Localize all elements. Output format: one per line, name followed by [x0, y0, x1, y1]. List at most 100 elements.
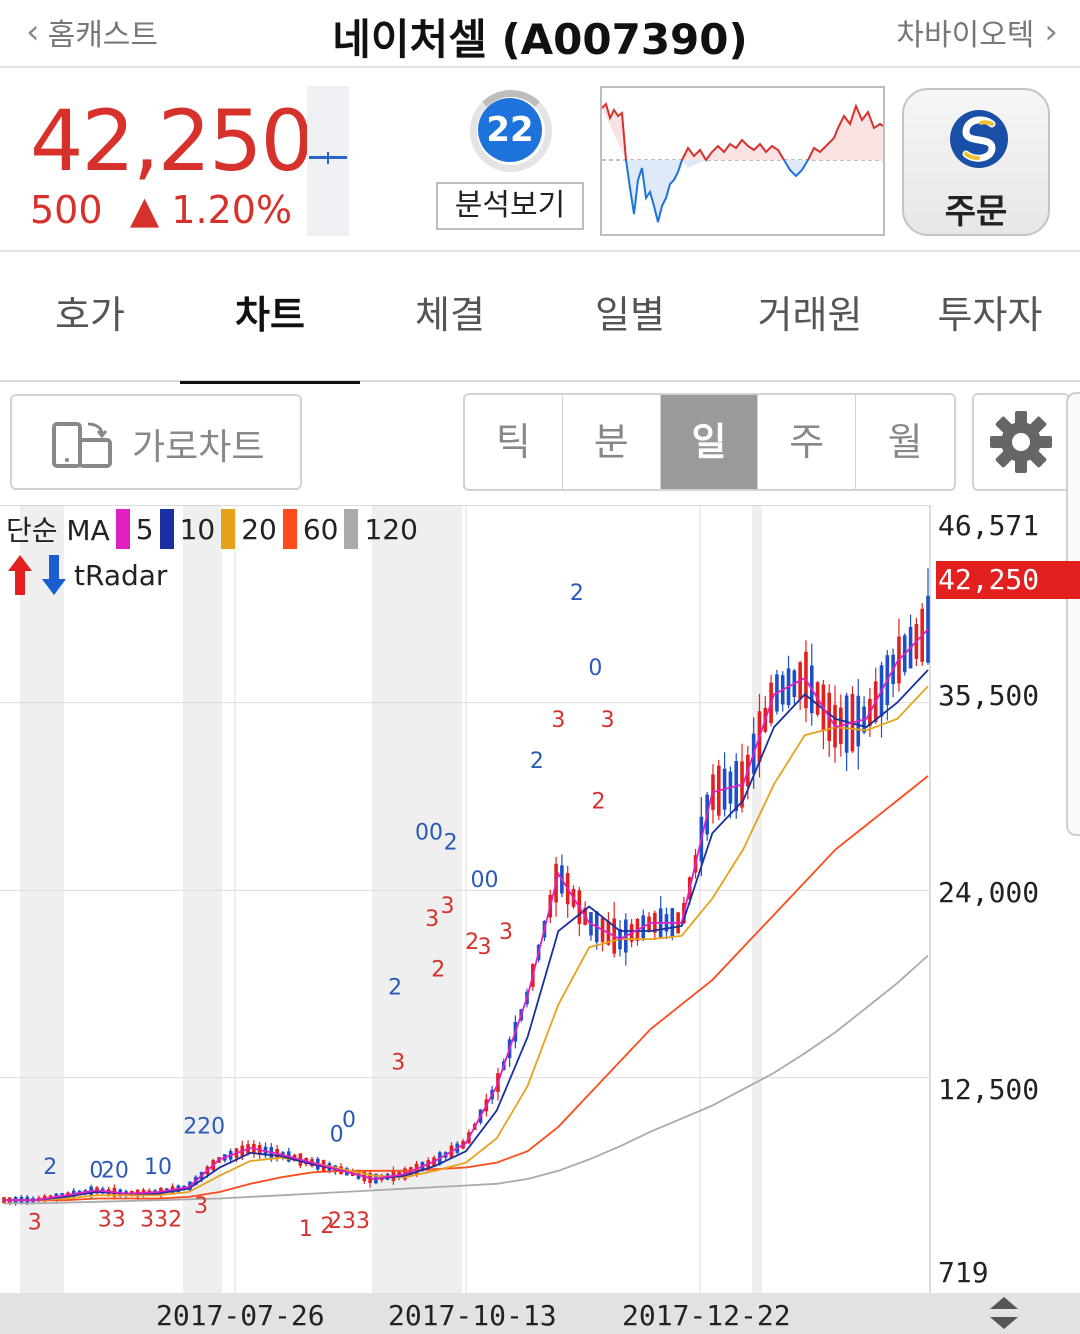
- tradar-signal: 220: [183, 1114, 225, 1139]
- day-range-bar: [307, 86, 349, 236]
- prev-stock-label: 홈캐스트: [47, 18, 159, 53]
- x-axis-strip: [0, 1293, 1080, 1334]
- price-chart[interactable]: 2 3 0 20 33 10 332 220 3 1 2 233 0 0 2 3 00 2 3 3 2 2 00 3 3 2 3 2 0…: [0, 505, 1080, 1334]
- tradar-signal: 2: [444, 830, 458, 855]
- period-day[interactable]: 일: [660, 395, 759, 489]
- tradar-signal: 2: [570, 581, 584, 606]
- tradar-signal: 2: [320, 1214, 334, 1239]
- ma-line-20: [4, 685, 929, 1202]
- tradar-signal: 3: [477, 935, 491, 960]
- next-stock-label: 차바이오텍: [896, 18, 1035, 53]
- next-stock-link[interactable]: 차바이오텍 ›: [896, 10, 1058, 54]
- tradar-signal: 3: [551, 708, 565, 733]
- tab-chart[interactable]: 차트: [180, 254, 360, 384]
- order-button[interactable]: 주문: [902, 88, 1050, 236]
- candle-body: [926, 595, 930, 663]
- y-tick-label: 12,500: [938, 1073, 1040, 1106]
- ma5-label: 5: [135, 512, 154, 546]
- tradar-signal: 3: [194, 1194, 208, 1219]
- tradar-signal: 2: [591, 790, 605, 815]
- analysis-score-badge[interactable]: 22: [478, 98, 542, 162]
- tab-orderbook[interactable]: 호가: [55, 293, 125, 337]
- period-minute[interactable]: 분: [563, 395, 661, 489]
- tradar-signal: 10: [144, 1155, 172, 1180]
- landscape-chart-button[interactable]: 가로차트: [10, 394, 302, 490]
- price-change: 500: [30, 188, 103, 232]
- ma-legend-prefix: 단순 MA: [6, 514, 110, 547]
- time-band: [183, 505, 222, 1293]
- ma20-swatch: [221, 509, 236, 549]
- shinhan-logo-icon: [950, 110, 1008, 168]
- chart-settings-button[interactable]: [972, 393, 1070, 491]
- time-band: [752, 505, 762, 1293]
- ma-line-5: [4, 628, 929, 1202]
- quote-panel: 42,250 500 ▲ 1.20% 22 분석보기: [0, 70, 1080, 252]
- x-tick-label: 2017-07-26: [156, 1299, 325, 1332]
- tab-daily[interactable]: 일별: [595, 293, 665, 337]
- ma60-swatch: [282, 509, 297, 549]
- gear-icon: [990, 411, 1052, 473]
- tradar-label: tRadar: [74, 558, 168, 592]
- current-price: 42,250: [30, 92, 314, 190]
- ma-line-120: [4, 954, 929, 1205]
- tradar-signal: 2: [431, 958, 445, 983]
- tradar-signal: 2: [388, 976, 402, 1001]
- tradar-signal: 0: [89, 1158, 103, 1183]
- expand-collapse-icon[interactable]: [986, 1295, 1022, 1331]
- tradar-signal: 2: [530, 749, 544, 774]
- tab-trades[interactable]: 체결: [415, 293, 485, 337]
- tradar-signal: 3: [499, 920, 513, 945]
- y-tick-label: 35,500: [938, 679, 1040, 712]
- period-month[interactable]: 월: [887, 420, 923, 464]
- tradar-signal: 1: [299, 1217, 313, 1242]
- tradar-signal: 0: [330, 1122, 344, 1147]
- ma10-swatch: [159, 509, 174, 549]
- tradar-signal: 3: [601, 708, 615, 733]
- landscape-chart-label: 가로차트: [132, 427, 265, 468]
- prev-stock-link[interactable]: ‹ 홈캐스트: [26, 10, 158, 54]
- tradar-signal: 20: [101, 1158, 129, 1183]
- top-header: ‹ 홈캐스트 네이처셀 (A007390) 차바이오텍 ›: [0, 0, 1080, 68]
- tradar-signal: 332: [140, 1207, 182, 1232]
- tradar-signal: 233: [328, 1209, 370, 1234]
- ma120-swatch: [344, 509, 359, 549]
- current-price-marker: 42,250: [936, 561, 1080, 599]
- y-tick-label: 46,571: [938, 509, 1040, 542]
- y-tick-label: 24,000: [938, 876, 1040, 909]
- tab-brokers[interactable]: 거래원: [757, 293, 863, 337]
- page-title: 네이처셀 (A007390): [332, 15, 748, 64]
- tradar-signal: 3: [425, 907, 439, 932]
- period-week[interactable]: 주: [758, 395, 857, 489]
- score-ring: [470, 90, 552, 172]
- day-range-wick: [327, 152, 329, 164]
- tradar-signal: 2: [43, 1155, 57, 1180]
- rotate-screen-icon: [52, 422, 112, 468]
- ma5-swatch: [115, 509, 130, 549]
- price-change-pct: ▲ 1.20%: [130, 188, 292, 232]
- x-tick-label: 2017-12-22: [622, 1299, 791, 1332]
- tradar-signal: 3: [441, 894, 455, 919]
- x-tick-label: 2017-10-13: [388, 1299, 557, 1332]
- tradar-signal: 0: [588, 656, 602, 681]
- intraday-sparkline[interactable]: [600, 86, 885, 236]
- order-label: 주문: [944, 192, 1008, 232]
- tradar-signal: 0: [342, 1108, 356, 1133]
- period-tick[interactable]: 틱: [465, 395, 563, 489]
- tradar-signal: 3: [391, 1051, 405, 1076]
- tradar-signal: 33: [98, 1207, 126, 1232]
- period-selector: 틱 분 일 주 월: [463, 393, 956, 491]
- ma10-label: 10: [179, 512, 216, 546]
- tab-investors[interactable]: 투자자: [937, 293, 1043, 337]
- price-change-pct-value: 1.20%: [171, 188, 293, 232]
- chevron-left-icon: ‹: [26, 12, 40, 52]
- ma60-label: 60: [302, 512, 339, 546]
- tradar-signal: 2: [465, 930, 479, 955]
- analysis-button[interactable]: 분석보기: [436, 182, 584, 230]
- tradar-signal: 00: [415, 821, 443, 846]
- side-scroll-handle[interactable]: [1066, 392, 1080, 836]
- ma20-label: 20: [241, 512, 277, 546]
- tradar-legend: tRadar: [6, 553, 167, 597]
- chevron-right-icon: ›: [1044, 12, 1058, 52]
